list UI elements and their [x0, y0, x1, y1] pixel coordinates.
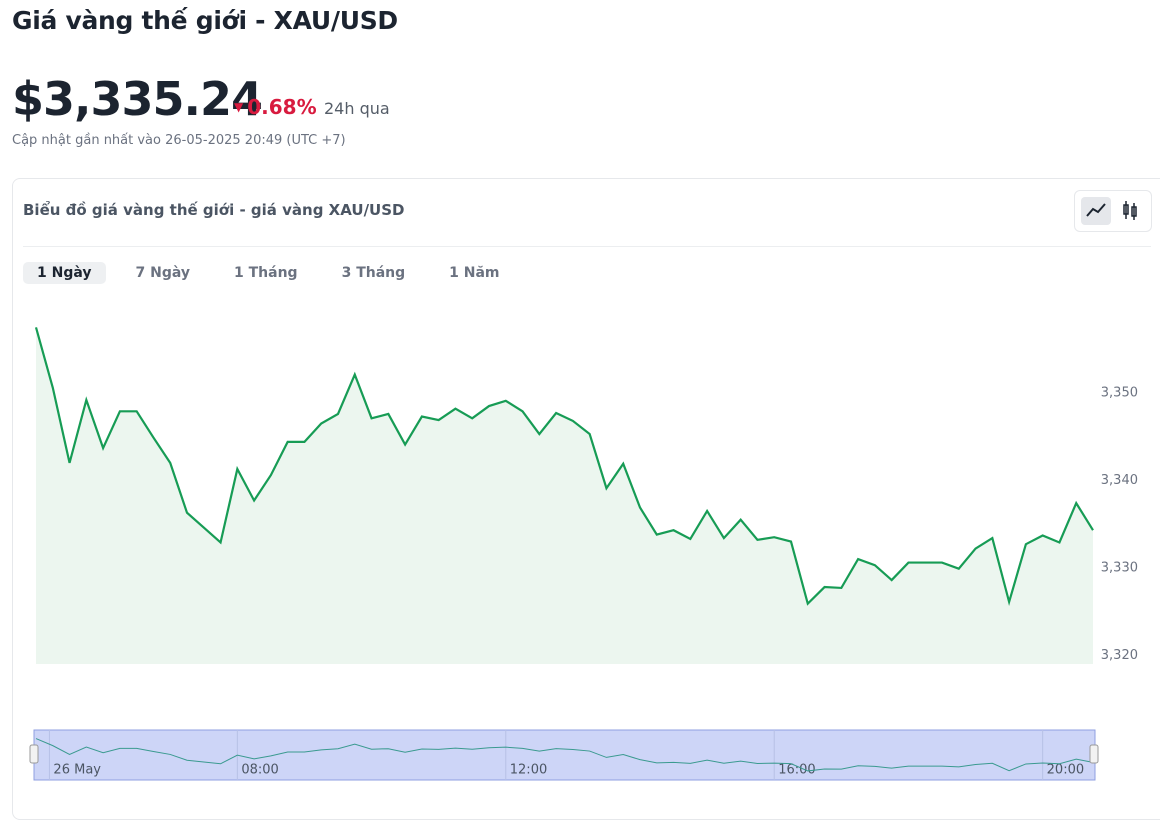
page: Giá vàng thế giới - XAU/USD $3,335.24 ▼ 0… [12, 6, 1160, 820]
range-tab[interactable]: 1 Tháng [234, 265, 298, 281]
range-tab[interactable]: 1 Năm [449, 265, 500, 281]
price-change: ▼ 0.68% [234, 95, 317, 119]
update-time: Cập nhật gần nhất vào 26-05-2025 20:49 (… [12, 133, 346, 148]
price: $3,335.24 [12, 72, 263, 126]
range-tab[interactable]: 3 Tháng [341, 265, 406, 281]
line-icon [1086, 203, 1106, 217]
range-tab[interactable]: 7 Ngày [135, 265, 191, 281]
divider [23, 246, 1151, 247]
change-value: 0.68% [247, 95, 317, 119]
range-tabs: 1 Ngày 7 Ngày 1 Tháng 3 Tháng 1 Năm [23, 262, 530, 284]
page-title: Giá vàng thế giới - XAU/USD [12, 6, 398, 35]
card-title: Biểu đồ giá vàng thế giới - giá vàng XAU… [23, 201, 405, 219]
change-period: 24h qua [324, 99, 390, 118]
range-tab[interactable]: 1 Ngày [23, 262, 106, 284]
switch-icons [1086, 201, 1137, 220]
chart-type-switch[interactable] [1074, 190, 1152, 232]
